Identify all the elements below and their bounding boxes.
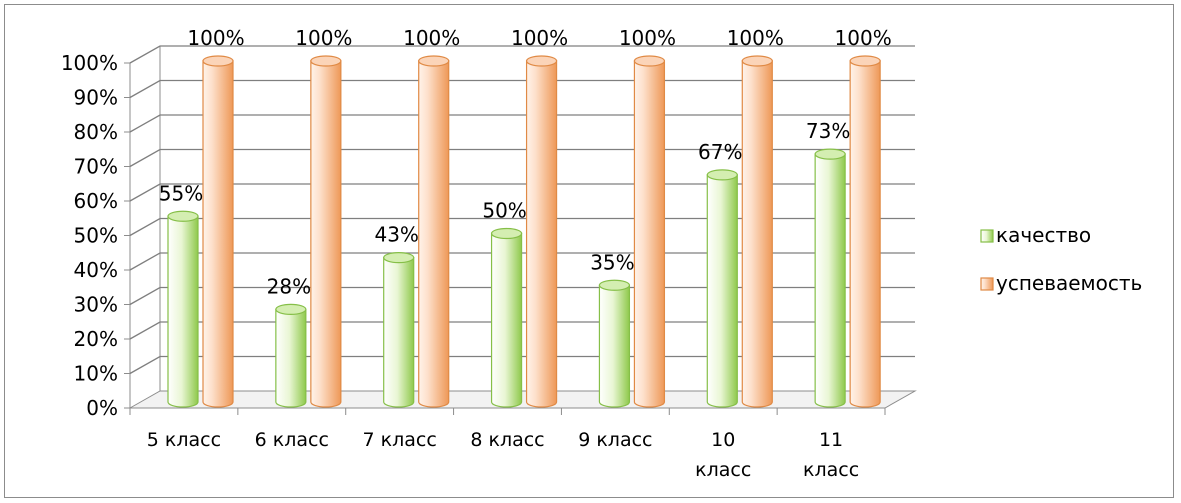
bar-quality-7: 73% — [806, 119, 850, 408]
gridline — [129, 252, 915, 271]
bar-body — [310, 60, 342, 408]
bar-top — [741, 55, 773, 67]
bar-body — [633, 60, 666, 408]
bars: 55% 100% 28% 100% 43% 100% 50% 100% 35% 100% 67% 10… — [159, 26, 892, 408]
bar-quality-2: 28% — [267, 274, 311, 408]
bar-body — [849, 60, 881, 408]
gridline — [129, 355, 915, 375]
bar-quality-6: 67% — [698, 140, 743, 408]
y-tick-label: 80% — [74, 120, 118, 144]
bar-top — [275, 303, 307, 315]
x-category-label-3: 7 класс — [362, 429, 436, 451]
chart-frame — [4, 4, 1174, 498]
data-label-success-6: 100% — [727, 26, 784, 50]
legend-label: успеваемость — [996, 271, 1142, 295]
y-tick-label: 40% — [74, 258, 118, 282]
y-axis-ticks: 0% 10% 20% 30% 40% 50% 60% 70% 80% 90% 100% — [61, 51, 886, 420]
bar-success-1: 100% — [187, 26, 245, 408]
bar-success-2: 100% — [295, 26, 352, 408]
x-category-label-6: 10 класс — [695, 429, 751, 481]
bar-body — [706, 174, 738, 408]
data-label-quality-1: 55% — [159, 181, 203, 205]
data-label-quality-3: 43% — [374, 223, 418, 247]
legend-item-success: успеваемость — [980, 271, 1142, 295]
legend-swatch — [980, 229, 994, 243]
bar-body — [525, 60, 558, 408]
bar-quality-4: 50% — [482, 199, 527, 408]
gridline — [129, 321, 915, 340]
y-tick-label: 0% — [86, 396, 118, 420]
bar-top — [525, 55, 558, 67]
x-category-label-7: 11 класс — [803, 429, 859, 481]
bar-body — [275, 308, 307, 408]
chart-floor — [128, 390, 917, 409]
data-label-quality-2: 28% — [267, 274, 311, 298]
data-label-quality-6: 67% — [698, 140, 742, 164]
chart-walls — [128, 46, 917, 409]
bar-success-3: 100% — [403, 26, 460, 408]
bar-top — [490, 227, 523, 240]
x-axis-categories: 5 класс 6 класс 7 класс 8 класс 9 класс 10 кла… — [147, 429, 859, 481]
bar-quality-1: 55% — [159, 181, 203, 408]
legend-swatch — [980, 277, 994, 291]
bar-success-5: 100% — [619, 26, 676, 408]
bar-success-4: 100% — [511, 26, 568, 408]
gridline — [129, 286, 915, 306]
bar-top — [598, 279, 631, 291]
bar-quality-5: 35% — [590, 250, 635, 408]
data-label-success-5: 100% — [619, 26, 676, 50]
bar-success-7: 100% — [835, 26, 892, 408]
bar-body — [418, 60, 450, 408]
data-label-quality-7: 73% — [806, 119, 850, 143]
bar-quality-3: 43% — [374, 223, 419, 408]
y-tick-label: 60% — [74, 189, 118, 213]
legend: качество успеваемость — [980, 223, 1142, 295]
gridline — [129, 148, 915, 168]
x-category-label-1: 5 класс — [147, 429, 221, 451]
bar-top — [310, 55, 342, 67]
data-label-quality-4: 50% — [482, 199, 526, 223]
bar-top — [383, 252, 415, 264]
bar-top — [167, 210, 199, 222]
y-tick-label: 20% — [74, 327, 118, 351]
bar-top — [418, 55, 450, 67]
data-label-quality-5: 35% — [590, 250, 634, 274]
data-label-success-1: 100% — [187, 26, 244, 50]
y-tick-label: 90% — [74, 86, 118, 110]
data-label-success-2: 100% — [295, 26, 352, 50]
x-category-label-5: 9 класс — [578, 429, 652, 451]
bar-body — [741, 60, 773, 408]
bar-top — [633, 55, 666, 67]
bar-body — [490, 232, 523, 408]
bar-body — [383, 257, 415, 408]
bar-top — [202, 55, 234, 67]
y-tick-label: 30% — [74, 293, 118, 317]
bar-top — [706, 169, 738, 181]
legend-label: качество — [996, 223, 1091, 247]
bar-top — [814, 148, 846, 160]
gridline — [129, 45, 915, 64]
gridline — [129, 114, 915, 133]
x-category-label-2: 6 класс — [255, 429, 329, 451]
data-label-success-7: 100% — [835, 26, 892, 50]
x-category-label-4: 8 класс — [470, 429, 544, 451]
y-tick-label: 100% — [61, 51, 118, 75]
gridline — [129, 79, 915, 99]
bar-success-6: 100% — [727, 26, 784, 408]
y-tick-label: 50% — [74, 224, 118, 248]
data-label-success-4: 100% — [511, 26, 568, 50]
bar-body — [202, 60, 234, 408]
bar-top — [849, 55, 881, 67]
legend-item-quality: качество — [980, 223, 1091, 247]
bar-body — [814, 153, 846, 408]
y-tick-label: 10% — [74, 362, 118, 386]
data-label-success-3: 100% — [403, 26, 460, 50]
bar-body — [598, 284, 631, 408]
y-tick-label: 70% — [74, 155, 118, 179]
bar-body — [167, 215, 199, 408]
